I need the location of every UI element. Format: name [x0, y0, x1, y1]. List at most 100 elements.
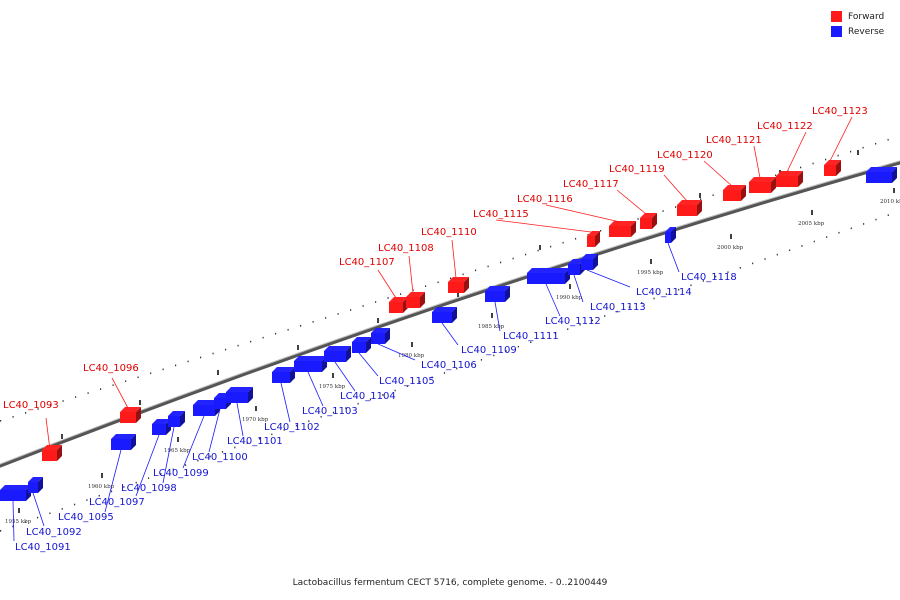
reverse-track-dot	[665, 293, 667, 295]
forward-track-dot	[50, 404, 52, 406]
axis-tick-label: 1990 kbp	[556, 295, 583, 301]
reverse-track-dot	[801, 245, 803, 247]
forward-track-dot	[25, 412, 27, 414]
reverse-track-dot	[209, 455, 211, 458]
forward-gene-block-top	[42, 445, 62, 450]
reverse-track-dot	[332, 411, 335, 414]
reverse-track-dot	[234, 446, 236, 449]
reverse-track-dot	[826, 236, 828, 238]
reverse-track-dot	[0, 530, 2, 532]
forward-track-dot	[162, 368, 164, 371]
reverse-swatch	[831, 26, 842, 37]
reverse-track-dot	[12, 525, 14, 528]
reverse-gene-block	[111, 439, 131, 450]
reverse-gene-label: LC40_1109	[461, 345, 517, 356]
forward-gene-leader	[616, 189, 647, 215]
forward-gene-block-side	[741, 185, 746, 201]
forward-track-dot	[450, 277, 452, 280]
reverse-gene-leader	[358, 352, 379, 377]
forward-gene-block	[824, 165, 836, 176]
reverse-gene-label: LC40_1112	[545, 316, 601, 327]
forward-gene-block-side	[464, 277, 469, 293]
reverse-track-dot	[764, 258, 766, 260]
reverse-track-dot	[221, 451, 224, 453]
reverse-gene-block-side	[505, 286, 510, 302]
legend-reverse: Reverse	[831, 24, 891, 39]
reverse-track-dot	[394, 389, 396, 392]
forward-track-dot	[600, 230, 602, 232]
reverse-gene-block-top	[581, 254, 598, 259]
reverse-gene-label: LC40_1114	[636, 287, 692, 298]
forward-track-dot	[400, 293, 402, 295]
reverse-track-dot	[419, 380, 421, 383]
reverse-gene-label: LC40_1106	[421, 360, 477, 371]
forward-track-dot	[150, 372, 152, 375]
reverse-gene-leader	[441, 322, 459, 346]
forward-gene-label: LC40_1108	[378, 243, 434, 254]
reverse-gene-block	[568, 264, 580, 275]
reverse-track-dot	[863, 223, 865, 225]
forward-track-dot	[637, 218, 639, 220]
forward-gene-label: LC40_1096	[83, 363, 139, 374]
forward-gene-block	[776, 176, 798, 187]
reverse-track-dot	[616, 310, 618, 313]
reverse-gene-label: LC40_1105	[379, 376, 435, 387]
reverse-gene-leader	[377, 343, 416, 361]
legend: Forward Reverse	[831, 9, 891, 39]
reverse-track-dot	[567, 328, 569, 330]
reverse-gene-label: LC40_1113	[590, 302, 646, 313]
reverse-gene-block-side	[131, 434, 136, 450]
reverse-track-dot	[715, 275, 717, 278]
legend-forward-label: Forward	[848, 11, 885, 22]
forward-gene-label: LC40_1110	[421, 227, 477, 238]
reverse-gene-leader	[182, 415, 205, 469]
forward-gene-block-top	[587, 231, 600, 236]
reverse-gene-leader	[104, 449, 122, 513]
reverse-track-dot	[49, 512, 51, 515]
reverse-gene-leader	[667, 242, 680, 273]
forward-track-dot	[325, 317, 327, 319]
forward-track-dot	[425, 285, 427, 288]
reverse-gene-block	[352, 342, 366, 353]
reverse-track-dot	[456, 367, 458, 370]
reverse-gene-block	[294, 361, 322, 372]
reverse-gene-label: LC40_1118	[681, 272, 737, 283]
axis-tick-label: 2005 kbp	[798, 221, 825, 227]
reverse-gene-leader	[135, 434, 160, 497]
reverse-track-dot	[517, 345, 520, 348]
reverse-gene-leader	[494, 301, 501, 332]
forward-track-dot	[862, 146, 864, 149]
forward-gene-block-side	[771, 177, 776, 193]
reverse-track-dot	[61, 508, 63, 510]
reverse-gene-block	[324, 351, 346, 362]
reverse-gene-label: LC40_1095	[58, 512, 114, 523]
reverse-track-dot	[739, 266, 741, 269]
forward-gene-leader	[786, 131, 807, 173]
reverse-gene-block-side	[593, 254, 598, 270]
forward-gene-label: LC40_1107	[339, 257, 395, 268]
forward-track-dot	[462, 273, 464, 276]
reverse-track-dot	[160, 473, 162, 475]
reverse-gene-block	[371, 333, 385, 344]
legend-reverse-label: Reverse	[848, 26, 885, 37]
reverse-gene-label: LC40_1101	[227, 436, 283, 447]
reverse-track-dot	[727, 271, 729, 273]
reverse-gene-block-top	[665, 227, 676, 232]
reverse-track-dot	[36, 516, 39, 519]
forward-gene-block	[406, 297, 420, 308]
reverse-gene-leader	[208, 408, 221, 453]
reverse-track-dot	[271, 433, 273, 436]
reverse-track-dot	[628, 306, 630, 309]
reverse-track-dot	[591, 319, 593, 322]
reverse-gene-block-top	[866, 167, 897, 172]
reverse-track-dot	[308, 420, 310, 423]
reverse-gene-leader	[12, 500, 15, 542]
reverse-track-dot	[530, 341, 532, 344]
reverse-track-dot	[789, 249, 791, 252]
forward-track-dot	[850, 150, 852, 153]
reverse-gene-block-top	[294, 356, 327, 361]
reverse-gene-block	[0, 490, 26, 501]
reverse-gene-block-side	[38, 477, 43, 493]
forward-gene-label: LC40_1116	[517, 194, 573, 205]
forward-track-dot	[200, 356, 202, 359]
